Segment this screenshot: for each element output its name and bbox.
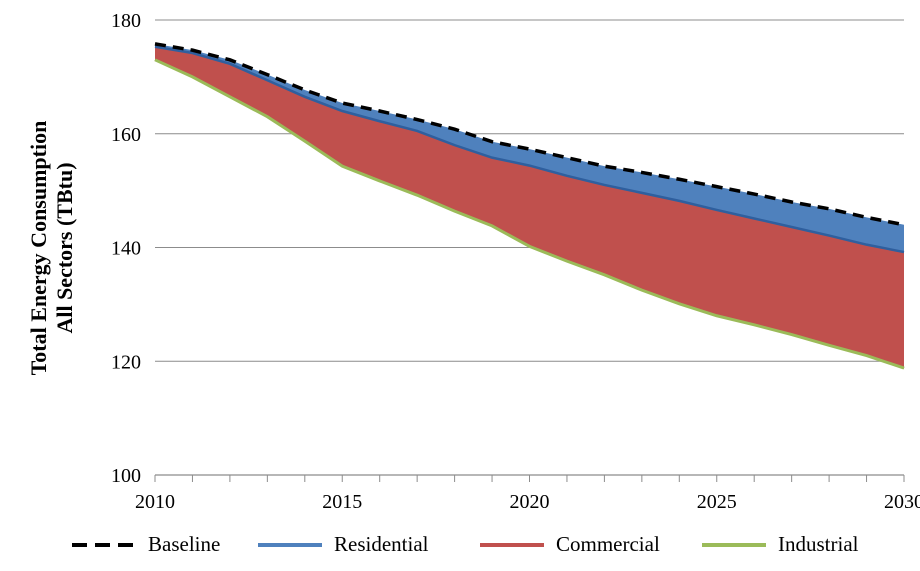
area-fills — [155, 43, 904, 369]
legend-label-industrial: Industrial — [778, 532, 859, 556]
residential-line — [154, 45, 905, 254]
y-tick-140: 140 — [111, 238, 141, 260]
y-tick-120: 120 — [111, 351, 141, 373]
residential-area — [155, 43, 904, 253]
y-axis-title: Total Energy Consumption All Sectors (TB… — [26, 121, 77, 376]
x-tick-2010: 2010 — [135, 491, 175, 513]
y-tick-180: 180 — [111, 10, 141, 32]
y-tick-100: 100 — [111, 465, 141, 487]
legend: Baseline Residential Commercial Industrial — [72, 532, 859, 556]
series-lines — [154, 42, 905, 370]
y-tick-160: 160 — [111, 124, 141, 146]
industrial-line — [154, 58, 905, 370]
legend-label-commercial: Commercial — [556, 532, 660, 556]
x-tick-2030: 2030 — [884, 491, 920, 513]
x-tick-2020: 2020 — [510, 491, 550, 513]
y-axis-title-line-1: Total Energy Consumption — [26, 121, 51, 376]
x-tick-labels: 2010 2015 2020 2025 2030 — [135, 491, 920, 513]
commercial-area — [155, 46, 904, 369]
y-tick-labels: 100 120 140 160 180 — [111, 10, 141, 487]
x-tick-2015: 2015 — [322, 491, 362, 513]
axes — [154, 474, 905, 482]
x-tick-2025: 2025 — [697, 491, 737, 513]
legend-label-baseline: Baseline — [148, 532, 220, 556]
baseline-line — [154, 42, 905, 227]
y-axis-title-line-2: All Sectors (TBtu) — [52, 162, 77, 333]
legend-label-residential: Residential — [334, 532, 429, 556]
